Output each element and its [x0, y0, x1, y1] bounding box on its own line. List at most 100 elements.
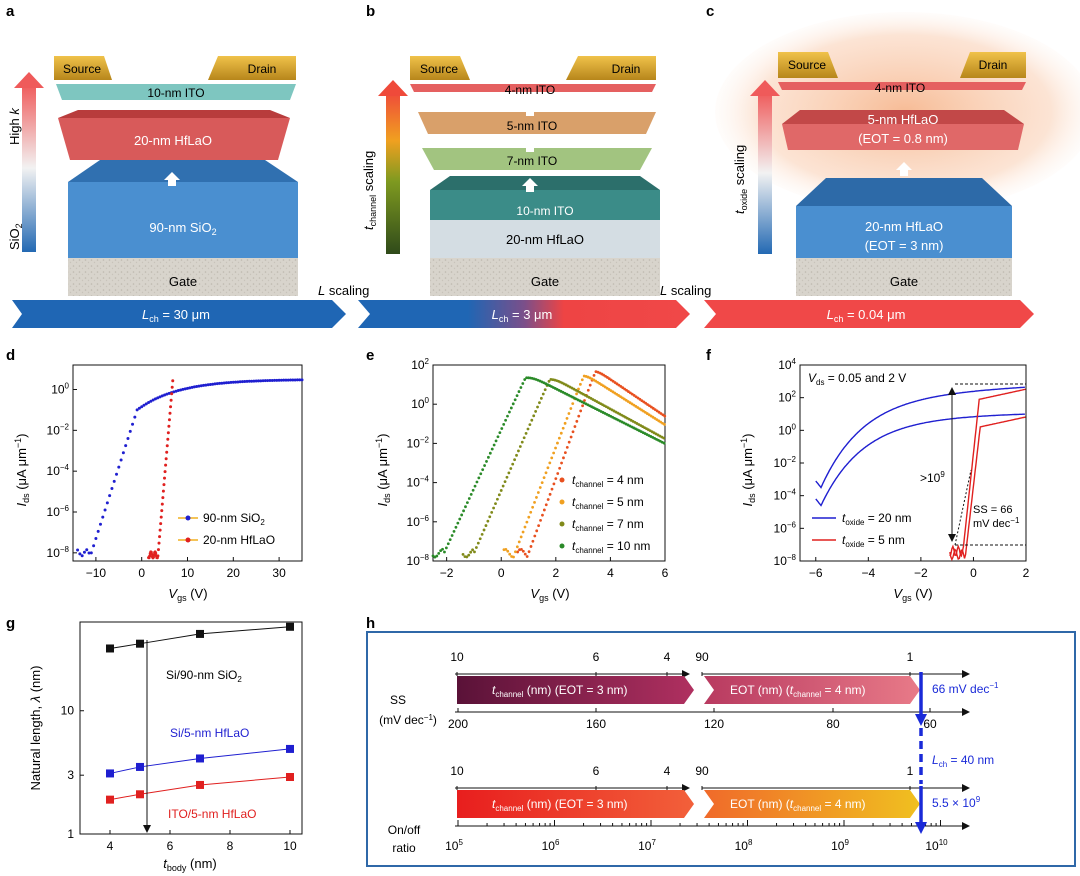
- data-point-hflao: [160, 509, 164, 513]
- data-point-e: [519, 386, 523, 389]
- data-point-e: [526, 427, 530, 431]
- data-point-hflao: [158, 535, 162, 539]
- xlabel-e: Vgs (V): [530, 586, 569, 603]
- data-point-e: [547, 379, 551, 383]
- data-point-e: [579, 409, 583, 413]
- data-point-e: [473, 484, 477, 488]
- data-point-e: [461, 552, 465, 556]
- data-point-e: [578, 382, 582, 386]
- data-point-sio2: [293, 378, 297, 382]
- data-point-e: [456, 521, 460, 525]
- axes-f: −6 −4 −2 0 2 104 102 100 10−2 10−4 10−6 10−8: [774, 357, 1030, 580]
- data-point-e: [435, 554, 439, 558]
- data-point-g: [136, 762, 144, 771]
- data-point-hflao: [165, 444, 169, 448]
- data-point-e: [474, 546, 478, 549]
- data-point-g: [106, 769, 114, 778]
- banner-segment-3um: [358, 300, 690, 328]
- data-point-e: [533, 534, 537, 538]
- data-point-e: [460, 513, 464, 517]
- arrow-label-sio2: SiO2: [7, 223, 24, 250]
- data-point-hflao: [171, 379, 175, 383]
- data-point-e: [530, 418, 534, 422]
- data-point-sio2: [131, 422, 135, 426]
- series-line-g: [109, 748, 291, 774]
- drain-contact-a: [208, 56, 296, 80]
- sio2-block: [68, 182, 298, 258]
- data-point-e: [532, 414, 536, 418]
- data-point-sio2: [250, 379, 254, 383]
- curves-f: [815, 386, 1026, 562]
- data-point-sio2: [268, 379, 272, 383]
- x-tick-label-e: 4: [607, 566, 614, 580]
- data-point-e: [569, 435, 573, 439]
- data-point-e: [550, 487, 554, 491]
- data-point-sio2: [179, 388, 183, 392]
- data-point-e: [586, 388, 590, 392]
- series-label-si-hflao: Si/5-nm HfLaO: [170, 726, 249, 740]
- data-point-e: [569, 407, 573, 410]
- onoff-axis-label-1: On/off: [388, 823, 421, 837]
- data-point-e: [663, 414, 667, 418]
- upper-axis-2-head: [962, 670, 970, 678]
- data-point-sio2: [273, 378, 277, 382]
- curves-d: [76, 378, 304, 560]
- data-point-e: [511, 402, 515, 406]
- data-point-e: [552, 482, 556, 486]
- xlabel-f: Vgs (V): [893, 586, 932, 603]
- hflao-20nm-block: [796, 206, 1012, 258]
- data-point-e: [484, 524, 488, 527]
- data-point-e: [515, 394, 519, 398]
- data-point-e: [522, 436, 526, 440]
- data-point-e: [507, 471, 511, 475]
- data-point-e: [479, 472, 483, 476]
- gate-label-c: Gate: [890, 274, 918, 289]
- data-point-sio2: [144, 402, 148, 406]
- l-scaling-label-2: L scaling: [660, 283, 711, 298]
- panel-letter-b: b: [366, 3, 375, 20]
- data-point-e: [554, 446, 557, 450]
- data-point-e: [496, 435, 500, 439]
- data-point-sio2: [229, 380, 233, 384]
- y-tick-label-d: 10−6: [47, 504, 70, 519]
- data-point-sio2: [215, 382, 219, 386]
- data-point-e: [477, 476, 481, 480]
- data-point-e: [496, 497, 499, 501]
- data-point-e: [521, 530, 525, 534]
- data-point-e: [662, 441, 666, 445]
- tick-label-lower: 90: [695, 764, 709, 778]
- data-point-e: [662, 436, 666, 440]
- panel-letter-h: h: [366, 615, 375, 632]
- data-point-e: [552, 451, 556, 455]
- hflao-layer-a: [58, 118, 290, 160]
- legend-label-20nm: toxide = 20 nm: [842, 511, 912, 527]
- y-tick-label-e: 100: [411, 396, 429, 411]
- data-point-e: [469, 492, 473, 496]
- x-tick-label-d: 20: [227, 566, 241, 580]
- data-point-hflao: [158, 528, 162, 532]
- ito-4nm-layer: [410, 84, 656, 92]
- data-point-sio2: [133, 415, 137, 419]
- data-point-e: [497, 493, 501, 497]
- tick-label-ss: 200: [448, 717, 468, 731]
- tick-label-onoff: 105: [445, 838, 463, 853]
- panel-a: a High k SiO2 Gate 90-nm SiO2 20-nm HfLa…: [6, 3, 298, 296]
- data-point-e: [488, 451, 492, 455]
- tchannel-bar-ss-label: tchannel (nm) (EOT = 3 nm): [492, 683, 628, 699]
- data-point-sio2: [183, 387, 187, 391]
- ito-label-a: 10-nm ITO: [147, 86, 204, 100]
- legend-marker-e: [559, 521, 565, 527]
- data-point-sio2: [101, 515, 105, 519]
- ratio-label: >109: [920, 470, 945, 485]
- data-point-e: [529, 545, 533, 548]
- data-point-sio2: [245, 379, 249, 383]
- data-point-sio2: [153, 397, 157, 401]
- data-point-sio2: [289, 378, 293, 382]
- data-point-sio2: [163, 393, 167, 397]
- data-point-sio2: [82, 550, 86, 554]
- data-point-sio2: [94, 537, 98, 541]
- tchannel-scaling-label: tchannel scaling: [361, 151, 378, 230]
- ss-axis-head: [962, 708, 970, 716]
- data-point-sio2: [190, 385, 194, 389]
